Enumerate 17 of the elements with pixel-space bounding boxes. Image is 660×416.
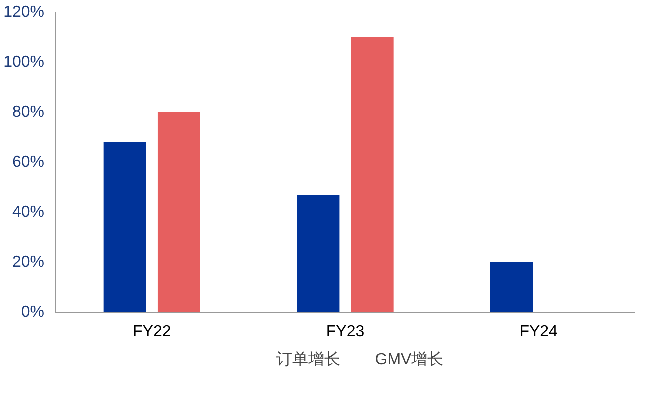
y-tick-label: 20% [12, 254, 45, 271]
bar [104, 142, 146, 312]
y-tick-label: 100% [4, 54, 44, 71]
y-tick-label: 0% [21, 304, 44, 321]
text: GMV增长 [375, 350, 444, 370]
y-tick-label: 60% [12, 154, 45, 171]
y-tick-label: 40% [12, 204, 45, 221]
bar [297, 195, 340, 312]
y-tick-label: 120% [4, 4, 44, 21]
bar [490, 262, 534, 312]
bar [158, 112, 200, 312]
y-tick-label: 80% [12, 104, 45, 121]
x-tick-label: FY22 [133, 324, 172, 340]
x-tick-label: FY23 [326, 324, 365, 340]
text: 订单增长 [276, 350, 340, 370]
bar [351, 38, 394, 312]
x-tick-label: FY24 [520, 324, 558, 340]
